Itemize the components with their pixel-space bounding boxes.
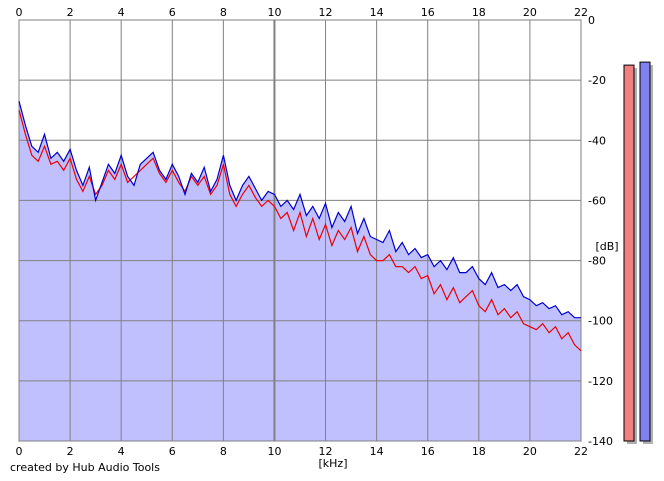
x-tick-label-top: 16 xyxy=(421,6,435,19)
x-tick-label-top: 0 xyxy=(16,6,23,19)
plot-area xyxy=(18,19,582,442)
x-tick-label-top: 6 xyxy=(169,6,176,19)
level-meter-blue xyxy=(639,61,651,442)
x-tick-label-top: 18 xyxy=(472,6,486,19)
y-tick-label: -120 xyxy=(588,375,613,388)
x-tick-label-bottom: 8 xyxy=(220,445,227,458)
series-red-line xyxy=(18,110,582,352)
credit-text: created by Hub Audio Tools xyxy=(10,461,160,474)
y-tick-label: -40 xyxy=(588,134,606,147)
x-tick-label-bottom: 6 xyxy=(169,445,176,458)
x-tick-label-bottom: 22 xyxy=(574,445,588,458)
x-tick-label-bottom: 20 xyxy=(523,445,537,458)
x-tick-label-bottom: 14 xyxy=(370,445,384,458)
y-tick-label: -20 xyxy=(588,74,606,87)
x-tick-label-top: 20 xyxy=(523,6,537,19)
y-tick-label: -140 xyxy=(588,435,613,448)
x-tick-label-bottom: 0 xyxy=(16,445,23,458)
x-tick-label-bottom: 18 xyxy=(472,445,486,458)
y-axis-label: [dB] xyxy=(595,240,618,253)
x-tick-label-top: 2 xyxy=(67,6,74,19)
level-meters xyxy=(623,61,653,444)
x-tick-label-bottom: 2 xyxy=(67,445,74,458)
x-tick-label-bottom: 16 xyxy=(421,445,435,458)
y-tick-label: 0 xyxy=(588,14,595,27)
x-tick-label-top: 14 xyxy=(370,6,384,19)
x-tick-label-top: 12 xyxy=(319,6,333,19)
x-tick-label-bottom: 12 xyxy=(319,445,333,458)
x-tick-label-bottom: 4 xyxy=(118,445,125,458)
y-tick-label: -100 xyxy=(588,315,613,328)
y-tick-label: -80 xyxy=(588,255,606,268)
x-tick-label-top: 4 xyxy=(118,6,125,19)
x-tick-label-top: 10 xyxy=(267,6,281,19)
series-blue-line xyxy=(18,101,581,319)
x-axis-label: [kHz] xyxy=(319,457,348,470)
y-tick-label: -60 xyxy=(588,194,606,207)
x-tick-label-bottom: 10 xyxy=(267,445,281,458)
x-tick-label-top: 8 xyxy=(220,6,227,19)
y-axis-ticks: 0 -20 -40 -60 -80 -100 -120 -140 xyxy=(588,14,613,448)
x-tick-label-top: 22 xyxy=(574,6,588,19)
spectrum-fill xyxy=(19,101,581,441)
level-meter-red xyxy=(623,64,635,442)
